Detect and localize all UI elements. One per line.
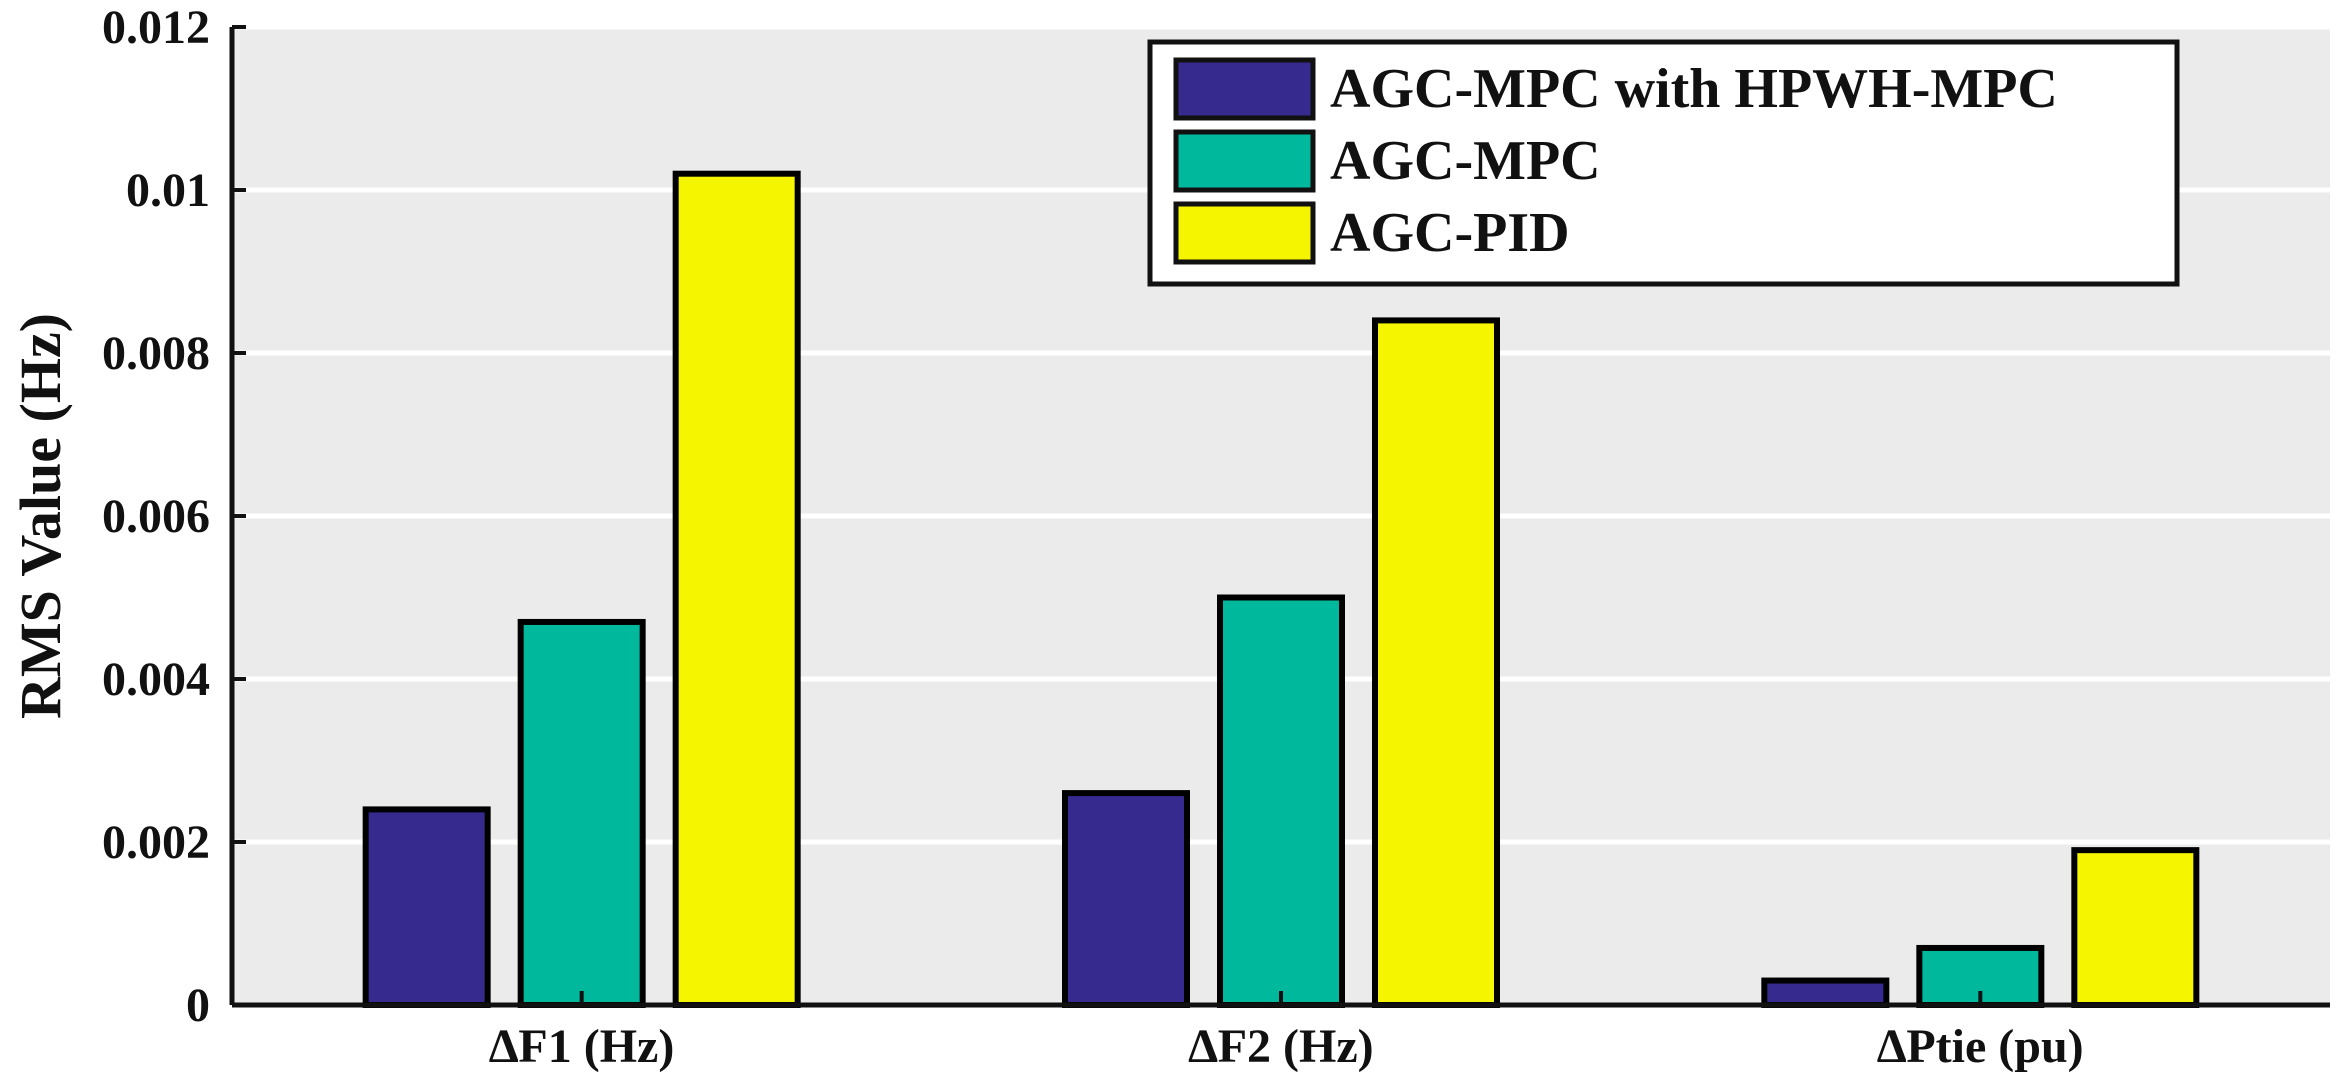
x-tick-label: ∆F1 (Hz) [489, 1020, 674, 1072]
y-tick-label: 0.008 [102, 327, 210, 380]
legend-label: AGC-MPC with HPWH-MPC [1330, 58, 2058, 120]
bar-3-1 [672, 170, 801, 1008]
bar-2-2 [1217, 594, 1345, 1008]
legend-box [1147, 39, 2180, 287]
y-tick-label: 0.002 [102, 816, 210, 869]
bar-1-1 [362, 806, 491, 1009]
y-axis-label: RMS Value (Hz) [8, 313, 73, 719]
legend-swatch [1173, 201, 1316, 265]
y-tick-labels: 0 0.002 0.004 0.006 0.008 0.01 0.012 [102, 1, 210, 1032]
x-tick-label: ∆F2 (Hz) [1188, 1020, 1373, 1072]
x-tick-label: ∆Ptie (pu) [1877, 1020, 2084, 1072]
legend-label: AGC-MPC [1330, 130, 1601, 192]
legend-swatch [1173, 57, 1316, 121]
y-tick-label: 0.012 [102, 1, 210, 54]
axes [229, 25, 2330, 1008]
bar-3-2 [1372, 317, 1500, 1008]
y-tick-label: 0.004 [102, 653, 210, 706]
y-tick-label: 0.006 [102, 490, 210, 543]
legend-swatch [1173, 129, 1316, 193]
x-tick-labels: ∆F1 (Hz) ∆F2 (Hz) ∆Ptie (pu) [489, 1020, 2084, 1072]
legend-label: AGC-PID [1330, 202, 1570, 264]
y-tick-label: 0.01 [126, 164, 210, 217]
bar-1-2 [1062, 790, 1190, 1008]
y-tick-label: 0 [186, 979, 210, 1032]
legend: AGC-MPC with HPWH-MPC AGC-MPC AGC-PID [1147, 39, 2180, 287]
bar-2-1 [517, 618, 646, 1008]
bar-3-3 [2071, 847, 2200, 1009]
bar-1-3 [1761, 977, 1890, 1008]
